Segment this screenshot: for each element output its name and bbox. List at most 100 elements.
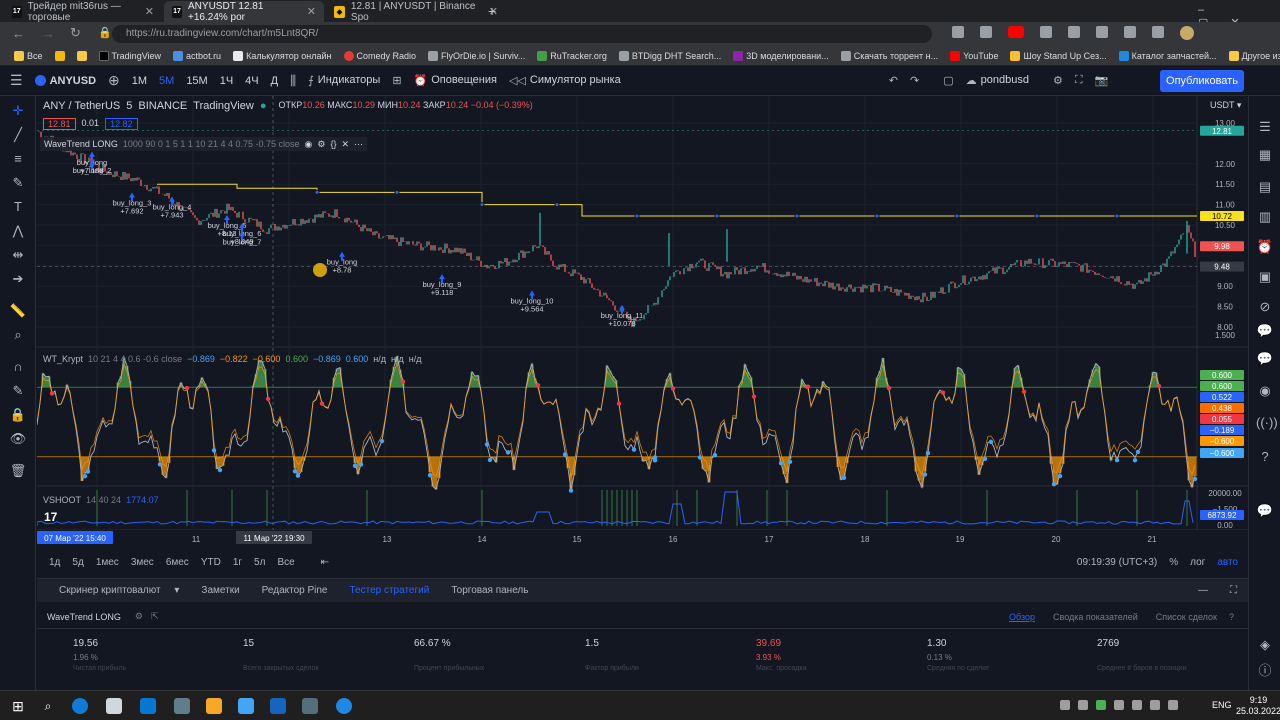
browser-tab-1[interactable]: 17 Трейдер mit36rus — торговые ✕ (4, 1, 162, 23)
interval-1m[interactable]: 1М (131, 74, 148, 87)
ruler-icon[interactable]: 📏 (9, 303, 27, 318)
range-1m[interactable]: 1мес (95, 556, 119, 568)
browser-tab-3[interactable]: ◆ 12.81 | ANYUSDT | Binance Spo ✕ (326, 1, 506, 23)
bookmark-item[interactable]: Comedy Radio (343, 50, 416, 61)
bookmark-item[interactable]: YouTube (950, 50, 998, 61)
lock-icon[interactable]: 🔒 (9, 407, 27, 422)
app-icon[interactable] (238, 698, 254, 714)
lock-drawings-icon[interactable]: ✎ (12, 383, 24, 398)
tray-icon[interactable] (1132, 700, 1142, 710)
collections-icon[interactable] (1124, 26, 1136, 38)
range-ytd[interactable]: YTD (200, 556, 221, 568)
clock-label[interactable]: 09:19:39 (UTC+3) (1076, 556, 1158, 568)
interval-15m[interactable]: 15М (186, 74, 208, 87)
range-all[interactable]: Все (277, 556, 295, 568)
auto-toggle[interactable]: авто (1217, 556, 1238, 568)
bookmark-item[interactable]: Скачать торрент н... (840, 50, 938, 61)
app-icon[interactable] (336, 698, 352, 714)
replay-button[interactable]: ◁◁ Симулятор рынка (509, 74, 621, 87)
text-icon[interactable]: T (14, 199, 22, 214)
network-icon[interactable] (1150, 700, 1160, 710)
settings-icon[interactable]: ⚙ (317, 138, 326, 149)
redo-icon[interactable]: ↷ (909, 75, 920, 87)
tab-performance-summary[interactable]: Сводка показателей (1053, 611, 1138, 622)
bookmark-item[interactable]: BTDigg DHT Search... (618, 50, 721, 61)
main-legend[interactable]: ANY / TetherUS 5 BINANCE TradingView ● О… (43, 100, 533, 112)
strategy-title[interactable]: WaveTrend LONG (47, 611, 121, 622)
maximize-panel-icon[interactable]: ⛶ (1230, 585, 1237, 596)
compare-add-icon[interactable]: ⊕ (108, 72, 120, 88)
log-toggle[interactable]: лог (1190, 556, 1206, 568)
interval-1d[interactable]: Д (270, 74, 279, 87)
news-icon[interactable]: ▥ (1258, 209, 1272, 224)
bookmark-item[interactable]: Другое избранное (1228, 50, 1280, 61)
reload-icon[interactable]: ↻ (70, 25, 81, 40)
menu-icon[interactable]: ☰ (10, 72, 23, 88)
extension-icon[interactable] (980, 26, 992, 38)
arrow-icon[interactable]: ➔ (12, 271, 24, 286)
zoom-icon[interactable]: ⌕ (14, 327, 22, 342)
layout-name[interactable]: ☁ pondbusd (966, 74, 1029, 87)
help-circle-icon[interactable]: ⓘ (1258, 663, 1272, 678)
publish-button[interactable]: Опубликовать (1160, 70, 1244, 92)
strategy-legend[interactable]: WaveTrend LONG 1000 90 0 1 5 1 1 10 21 4… (40, 137, 367, 151)
range-1d[interactable]: 1д (49, 556, 61, 568)
ideas-icon[interactable]: 💬 (1256, 351, 1274, 366)
folder-icon[interactable] (206, 698, 222, 714)
indicators-button[interactable]: ⨍ Индикаторы (308, 74, 380, 87)
app-icon[interactable] (174, 698, 190, 714)
tray-icon[interactable] (1114, 700, 1124, 710)
percent-toggle[interactable]: % (1169, 556, 1179, 568)
bookmark-item[interactable]: FlyOrDie.io | Surviv... (428, 50, 525, 61)
alerts-button[interactable]: ⏰ Оповещения (414, 74, 497, 87)
layers-icon[interactable]: ◈ (1260, 637, 1270, 652)
range-3m[interactable]: 3мес (130, 556, 154, 568)
search-icon[interactable]: ⌕ (44, 699, 52, 713)
tab-trade-list[interactable]: Список сделок (1155, 611, 1217, 622)
chat-icon[interactable]: 💬 (1256, 323, 1274, 338)
details-icon[interactable]: ▤ (1258, 179, 1272, 194)
extension-icon[interactable] (952, 26, 964, 38)
help-icon[interactable]: ? (1261, 449, 1269, 464)
ask-price[interactable]: 12.82 (105, 118, 138, 130)
interval-5m[interactable]: 5М (159, 74, 175, 87)
url-field[interactable]: https://ru.tradingview.com/chart/m5Lnt8Q… (112, 25, 932, 43)
more-icon[interactable]: ⋯ (354, 138, 363, 149)
range-1y[interactable]: 1г (232, 556, 243, 568)
volume-icon[interactable] (1168, 700, 1178, 710)
windows-start-icon[interactable]: ⊞ (12, 698, 24, 714)
bookmark-item[interactable]: RuTracker.org (537, 50, 607, 61)
youtube-extension-icon[interactable] (1008, 26, 1024, 38)
hotlist-icon[interactable]: ⊘ (1259, 299, 1271, 314)
brush-icon[interactable]: ✎ (12, 175, 24, 190)
bookmark-item[interactable] (76, 50, 87, 61)
calendar-icon[interactable]: ▦ (1258, 147, 1272, 162)
pattern-icon[interactable]: ⋀ (12, 223, 24, 238)
tab-trading-panel[interactable]: Торговая панель (451, 585, 529, 596)
bid-ask-box[interactable]: 12.81 0.01 12.82 (43, 118, 138, 130)
chart-type-icon[interactable]: ⫼ (290, 72, 297, 88)
edge-icon[interactable] (72, 698, 88, 714)
extension-icon[interactable] (1068, 26, 1080, 38)
tray-icon[interactable] (1078, 700, 1088, 710)
undo-icon[interactable]: ↶ (888, 75, 898, 87)
tab-overview[interactable]: Обзор (1009, 611, 1036, 622)
help-icon[interactable]: ? (1228, 611, 1234, 622)
app-icon[interactable] (302, 698, 318, 714)
bookmark-item[interactable] (54, 50, 65, 61)
eye-icon[interactable]: 👁 (9, 431, 27, 446)
vshoot-legend[interactable]: VSHOOT 14 40 24 1774.07 (43, 495, 159, 505)
tab-pine-editor[interactable]: Редактор Pine (261, 585, 328, 596)
profile-avatar[interactable] (1180, 26, 1194, 40)
goto-date-icon[interactable]: ⇤ (320, 556, 330, 568)
tab-crypto-screener[interactable]: Скринер криптовалют ▾ (59, 585, 180, 596)
watchlist-icon[interactable]: ☰ (1259, 119, 1271, 134)
layout-grid-icon[interactable]: ⊞ (392, 75, 402, 87)
camera-icon[interactable]: 📷 (1094, 75, 1109, 87)
alerts-icon[interactable]: ⏰ (1256, 239, 1274, 254)
app-icon[interactable] (270, 698, 286, 714)
bookmark-item[interactable]: Все (14, 50, 43, 61)
browser-tab-2[interactable]: 17 ANYUSDT 12.81 +16.24% por ✕ (164, 1, 324, 23)
prediction-icon[interactable]: ⇹ (12, 247, 24, 262)
